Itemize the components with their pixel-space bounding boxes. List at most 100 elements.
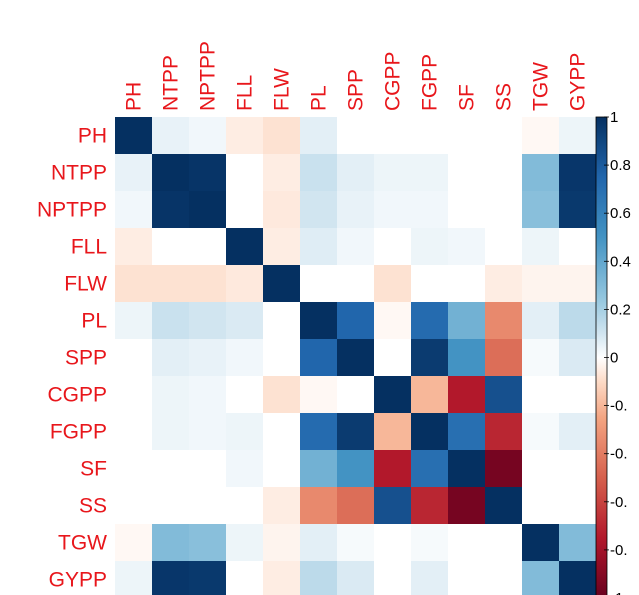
heatmap-cell-nptpp-fgpp bbox=[411, 191, 449, 229]
heatmap-cell-nptpp-flw bbox=[263, 191, 301, 229]
heatmap-cell-tgw-sf bbox=[448, 524, 486, 562]
heatmap-cell-ss-ph bbox=[115, 487, 153, 525]
column-label-fgpp: FGPP bbox=[419, 54, 442, 111]
heatmap-cell-fll-tgw bbox=[522, 228, 560, 266]
heatmap-cell-sf-sf bbox=[448, 450, 486, 488]
heatmap-cell-flw-ss bbox=[485, 265, 523, 303]
heatmap-cell-pl-cgpp bbox=[374, 302, 412, 340]
heatmap-cell-sf-spp bbox=[337, 450, 375, 488]
colorbar-tick-label: -0. bbox=[610, 398, 628, 415]
heatmap-cell-gypp-pl bbox=[300, 561, 338, 595]
heatmap-cell-gypp-sf bbox=[448, 561, 486, 595]
heatmap-cell-tgw-fgpp bbox=[411, 524, 449, 562]
heatmap-cell-sf-nptpp bbox=[189, 450, 227, 488]
heatmap-cell-spp-ph bbox=[115, 339, 153, 377]
heatmap-cell-flw-fgpp bbox=[411, 265, 449, 303]
heatmap-cell-tgw-ntpp bbox=[152, 524, 190, 562]
column-label-cgpp: CGPP bbox=[382, 51, 405, 111]
heatmap-cell-ntpp-fll bbox=[226, 154, 264, 192]
column-label-tgw: TGW bbox=[530, 62, 553, 111]
colorbar: 1 0.8 0.6 0.4 0.2 0 -0. -0. -0. -0. -1 bbox=[595, 109, 631, 595]
heatmap-cell-nptpp-tgw bbox=[522, 191, 560, 229]
heatmap-cell-tgw-nptpp bbox=[189, 524, 227, 562]
heatmap-cell-sf-cgpp bbox=[374, 450, 412, 488]
colorbar-tick-label: -0. bbox=[610, 494, 628, 511]
heatmap-cell-ntpp-nptpp bbox=[189, 154, 227, 192]
heatmap-cell-ss-tgw bbox=[522, 487, 560, 525]
heatmap-cell-ph-flw bbox=[263, 117, 301, 155]
heatmap-cell-ntpp-tgw bbox=[522, 154, 560, 192]
column-label-ss: SS bbox=[493, 83, 516, 111]
row-label-gypp: GYPP bbox=[49, 569, 107, 592]
heatmap-cell-fll-nptpp bbox=[189, 228, 227, 266]
heatmap-cell-ph-pl bbox=[300, 117, 338, 155]
heatmap-cell-sf-pl bbox=[300, 450, 338, 488]
heatmap-cell-ntpp-ntpp bbox=[152, 154, 190, 192]
column-label-pl: PL bbox=[308, 85, 331, 111]
row-label-ss: SS bbox=[79, 495, 107, 518]
heatmap-cell-fll-gypp bbox=[559, 228, 597, 266]
heatmap-cell-tgw-tgw bbox=[522, 524, 560, 562]
heatmap-cell-sf-fll bbox=[226, 450, 264, 488]
heatmap-cell-flw-spp bbox=[337, 265, 375, 303]
heatmap-cell-pl-sf bbox=[448, 302, 486, 340]
heatmap-cell-spp-fgpp bbox=[411, 339, 449, 377]
heatmap-cell-fgpp-tgw bbox=[522, 413, 560, 451]
heatmap-cell-gypp-cgpp bbox=[374, 561, 412, 595]
heatmap-cell-pl-gypp bbox=[559, 302, 597, 340]
heatmap-cell-cgpp-tgw bbox=[522, 376, 560, 414]
heatmap-cell-gypp-spp bbox=[337, 561, 375, 595]
heatmap-cell-spp-ntpp bbox=[152, 339, 190, 377]
heatmap-cell-flw-pl bbox=[300, 265, 338, 303]
heatmap-cell-ss-ntpp bbox=[152, 487, 190, 525]
heatmap-cell-pl-ntpp bbox=[152, 302, 190, 340]
heatmap-cell-nptpp-ntpp bbox=[152, 191, 190, 229]
heatmap-cell-cgpp-ss bbox=[485, 376, 523, 414]
heatmap-cell-tgw-ss bbox=[485, 524, 523, 562]
column-label-spp: SPP bbox=[345, 69, 368, 111]
heatmap-cell-flw-flw bbox=[263, 265, 301, 303]
row-label-ph: PH bbox=[78, 125, 107, 148]
heatmap-cell-ntpp-spp bbox=[337, 154, 375, 192]
heatmap-cell-fll-pl bbox=[300, 228, 338, 266]
heatmap-cell-sf-flw bbox=[263, 450, 301, 488]
heatmap-cell-gypp-nptpp bbox=[189, 561, 227, 595]
heatmap-cell-ntpp-sf bbox=[448, 154, 486, 192]
row-label-nptpp: NPTPP bbox=[37, 199, 107, 222]
heatmap-cell-fll-fgpp bbox=[411, 228, 449, 266]
heatmap-cell-tgw-flw bbox=[263, 524, 301, 562]
row-label-cgpp: CGPP bbox=[47, 384, 107, 407]
row-label-ntpp: NTPP bbox=[51, 162, 107, 185]
heatmap-cell-ph-nptpp bbox=[189, 117, 227, 155]
heatmap-cell-nptpp-sf bbox=[448, 191, 486, 229]
heatmap-cell-ss-ss bbox=[485, 487, 523, 525]
heatmap-cell-pl-ph bbox=[115, 302, 153, 340]
heatmap-cell-ss-nptpp bbox=[189, 487, 227, 525]
heatmap-cell-tgw-ph bbox=[115, 524, 153, 562]
heatmap-cell-spp-fll bbox=[226, 339, 264, 377]
heatmap-cell-ss-gypp bbox=[559, 487, 597, 525]
heatmap-cell-cgpp-ph bbox=[115, 376, 153, 414]
heatmap-cell-ph-tgw bbox=[522, 117, 560, 155]
row-label-sf: SF bbox=[80, 458, 107, 481]
heatmap-cell-fgpp-ss bbox=[485, 413, 523, 451]
heatmap-cell-ss-spp bbox=[337, 487, 375, 525]
heatmap-cell-spp-tgw bbox=[522, 339, 560, 377]
heatmap-cell-ph-fgpp bbox=[411, 117, 449, 155]
heatmap-cell-fll-fll bbox=[226, 228, 264, 266]
colorbar-tick-label: 0.4 bbox=[610, 253, 631, 270]
heatmap-cell-fll-ph bbox=[115, 228, 153, 266]
heatmap-cell-pl-fll bbox=[226, 302, 264, 340]
heatmap-cell-pl-flw bbox=[263, 302, 301, 340]
heatmap-cell-nptpp-ph bbox=[115, 191, 153, 229]
heatmap-cell-fll-spp bbox=[337, 228, 375, 266]
heatmap-cell-sf-fgpp bbox=[411, 450, 449, 488]
heatmap-cell-ph-ph bbox=[115, 117, 153, 155]
heatmap-cell-fgpp-nptpp bbox=[189, 413, 227, 451]
heatmap-cell-gypp-fgpp bbox=[411, 561, 449, 595]
colorbar-gradient bbox=[595, 116, 608, 595]
heatmap-cell-spp-spp bbox=[337, 339, 375, 377]
heatmap-cell-sf-ntpp bbox=[152, 450, 190, 488]
heatmap-cell-ph-cgpp bbox=[374, 117, 412, 155]
